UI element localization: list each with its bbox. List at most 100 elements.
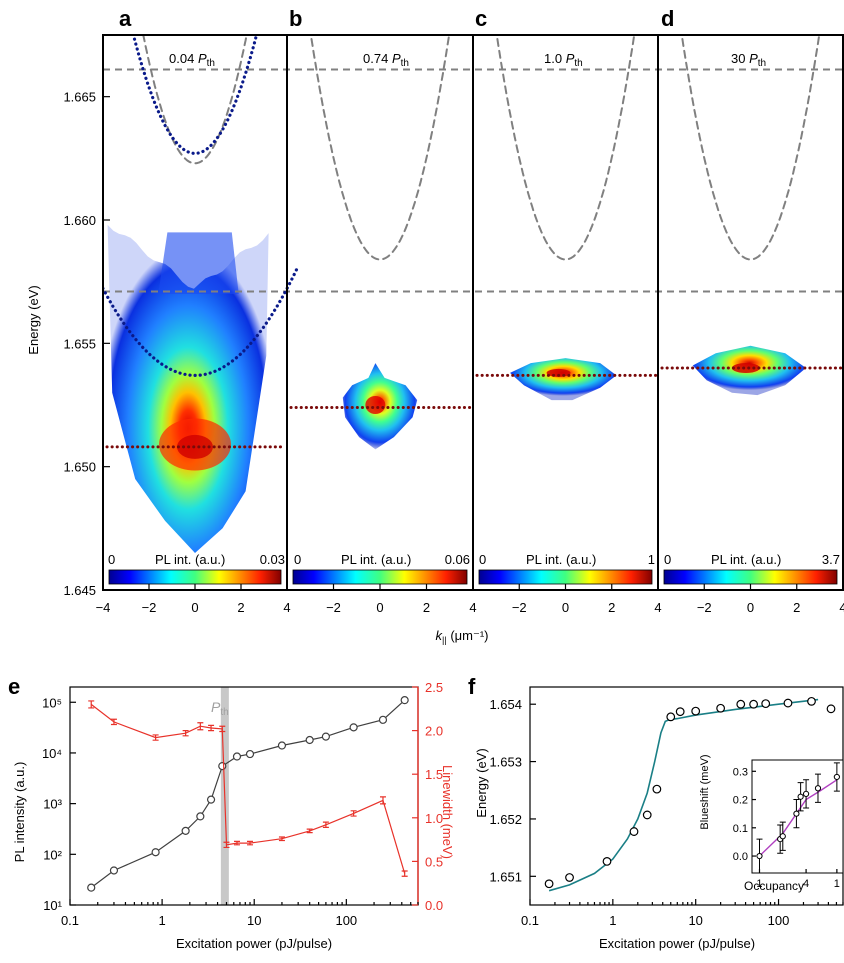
intensity-point <box>87 883 96 892</box>
heatmap-b-peak <box>365 396 386 414</box>
xtick-label-e: 10 <box>247 913 261 928</box>
top-curves <box>103 35 843 449</box>
xtick-label-top: 2 <box>608 600 615 615</box>
linewidth-point <box>219 725 226 733</box>
linewidth-point <box>247 840 254 846</box>
energy-point <box>736 699 746 709</box>
heatmap-a-emission <box>107 224 269 553</box>
y2tick-label-e: 0.0 <box>425 898 443 913</box>
power-label-b: 0.74 Pth <box>363 51 409 69</box>
y2tick-label-e: 1.0 <box>425 811 443 826</box>
cb-label-c: PL int. (a.u.) <box>526 552 596 567</box>
frame-e <box>69 686 419 906</box>
inset-xtick-label: 1 <box>834 878 840 890</box>
y2tick-label-e: 2.5 <box>425 680 443 695</box>
xtick-label-f: 10 <box>688 913 702 928</box>
power-label-a: 0.04 Pth <box>169 51 215 69</box>
f-ylabel: Energy (eV) <box>474 748 489 817</box>
inset-point <box>814 785 822 792</box>
linewidth-point <box>182 730 189 737</box>
cb-label-b: PL int. (a.u.) <box>341 552 411 567</box>
intensity-point <box>378 715 388 724</box>
colorbar-a <box>108 569 282 585</box>
linewidth-point <box>208 724 215 732</box>
intensity-point <box>321 732 330 741</box>
ytick-label-top: 1.655 <box>63 336 96 351</box>
xtick-label-top: 2 <box>793 600 800 615</box>
series-linewidth-line <box>90 703 406 874</box>
xtick-label-top: 2 <box>237 600 244 615</box>
linewidth-point <box>306 828 313 834</box>
heatmap-c-emission <box>510 358 617 401</box>
linewidth-point <box>197 722 204 731</box>
energy-point <box>565 873 574 882</box>
ytick-label-f: 1.654 <box>489 697 522 712</box>
y2tick-label-e: 1.5 <box>425 767 443 782</box>
xtick-label-top: 0 <box>376 600 383 615</box>
xtick-label-top: 0 <box>191 600 198 615</box>
linewidth-point <box>278 836 285 842</box>
xtick-label-top: −2 <box>142 600 157 615</box>
linewidth-point <box>110 718 117 726</box>
ytick-label-e: 10³ <box>43 797 62 812</box>
linewidth-point <box>223 841 230 849</box>
ytick-label-top: 1.660 <box>63 213 96 228</box>
dispersion-b-dashed <box>309 35 451 261</box>
ytick-label-f: 1.653 <box>489 755 522 770</box>
intensity-point <box>349 723 358 732</box>
intensity-point <box>181 826 190 835</box>
intensity-point <box>277 741 287 750</box>
ytick-label-e: 10¹ <box>43 898 62 913</box>
dispersion-a-dashed <box>142 35 248 165</box>
heatmap-group <box>107 224 806 553</box>
tick-layer: −4 −2 0 2 4 −2 0 2 4 −2 0 2 4 −2 0 2 4 1.645 1.650 1.655 1.6… <box>42 90 844 928</box>
xtick-label-top: 4 <box>283 600 290 615</box>
linewidth-point <box>88 700 95 709</box>
linewidth-point <box>350 810 357 817</box>
ytick-label-f: 1.652 <box>489 812 522 827</box>
ytick-label-e: 10² <box>43 847 62 862</box>
cb-min-c: 0 <box>479 552 486 567</box>
cb-max-b: 0.06 <box>445 552 470 567</box>
ytick-label-e: 10⁴ <box>42 746 62 761</box>
curve-layer <box>87 35 843 892</box>
ytick-label-top: 1.665 <box>63 90 96 105</box>
energy-point <box>826 704 836 714</box>
cb-label-a: PL int. (a.u.) <box>155 552 225 567</box>
inset-point <box>756 852 763 860</box>
heatmap-a-tail <box>158 232 239 294</box>
inset-point <box>797 793 804 800</box>
colorbar-c <box>478 569 653 585</box>
xtick-label-top: 0 <box>562 600 569 615</box>
cb-max-d: 3.7 <box>822 552 840 567</box>
intensity-point <box>400 696 409 705</box>
e-xlabel: Excitation power (pJ/pulse) <box>176 936 332 951</box>
xtick-label-e: 1 <box>158 913 165 928</box>
inset-point <box>793 810 800 817</box>
energy-point <box>749 699 758 709</box>
inset-ytick-label: 0.3 <box>733 766 748 778</box>
xtick-label-top: −2 <box>697 600 712 615</box>
inset-ytick-label: 0.1 <box>733 823 748 835</box>
energy-point <box>675 707 685 717</box>
energy-point <box>783 698 793 708</box>
intensity-point <box>196 812 205 821</box>
energy-point <box>652 784 662 794</box>
dispersion-a-upper-dotted <box>131 35 259 155</box>
threshold-label: Pth <box>211 699 229 718</box>
intensity-point <box>109 866 119 875</box>
y2tick-label-e: 2.0 <box>425 724 443 739</box>
xtick-label-top: −4 <box>96 600 111 615</box>
inset-point <box>802 790 810 798</box>
frame-c <box>472 34 659 591</box>
panel-letter-f: f <box>468 674 476 699</box>
inset-point <box>833 773 840 781</box>
ytick-label-e: 10⁵ <box>42 695 62 710</box>
energy-point <box>761 699 771 709</box>
xtick-label-e: 0.1 <box>61 913 79 928</box>
cb-label-d: PL int. (a.u.) <box>711 552 781 567</box>
top-xlabel: k|| (μm⁻¹) <box>436 628 489 645</box>
xtick-label-top: 4 <box>469 600 476 615</box>
frame-d <box>657 34 844 591</box>
